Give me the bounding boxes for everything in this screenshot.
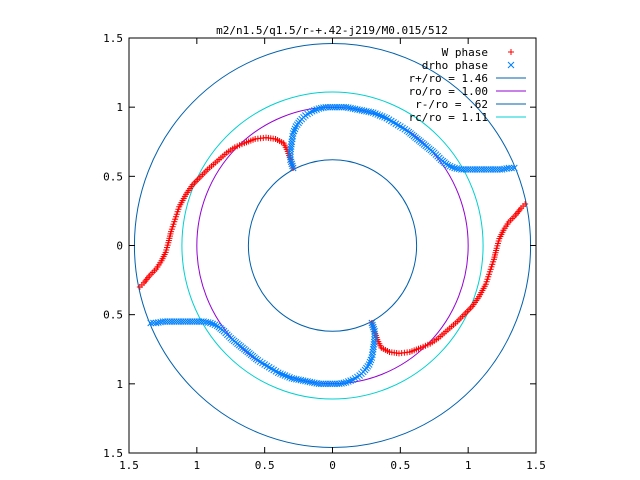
drho-phase-point xyxy=(448,163,456,171)
drho-phase-point xyxy=(287,150,294,158)
drho-phase-point xyxy=(369,109,377,117)
x-tick-label: 0.5 xyxy=(255,459,275,472)
data-points xyxy=(136,103,529,388)
legend-label: ro/ro = 1.00 xyxy=(409,85,488,98)
drho-phase-point xyxy=(277,370,284,378)
drho-phase-point xyxy=(213,322,221,330)
y-tick-label: 0.5 xyxy=(103,309,123,322)
legend-marker-sample xyxy=(508,49,514,55)
legend-marker-sample xyxy=(507,61,515,69)
drho-phase-point xyxy=(289,130,297,137)
drho-phase-point xyxy=(147,319,155,327)
x-tick-label: 1.5 xyxy=(119,459,139,472)
y-tick-label: 1.5 xyxy=(103,447,123,460)
drho-phase-point xyxy=(368,351,376,359)
drho-phase-point xyxy=(374,111,382,118)
drho-phase-point xyxy=(287,153,294,161)
drho-phase-point xyxy=(510,164,518,172)
drho-phase-point xyxy=(378,113,386,120)
drho-phase-point xyxy=(313,106,321,113)
circle-series-4 xyxy=(247,159,418,332)
legend-label: r+/ro = 1.46 xyxy=(409,72,488,85)
drho-phase-point xyxy=(505,164,513,172)
legend-label: drho phase xyxy=(422,59,488,72)
drho-phase-point xyxy=(347,377,354,384)
y-tick-label: 0.5 xyxy=(103,170,123,183)
drho-phase-point xyxy=(283,373,291,380)
drho-phase-point xyxy=(381,113,388,121)
drho-phase-point xyxy=(211,321,219,329)
chart-title: m2/n1.5/q1.5/r-+.42-j219/M0.015/512 xyxy=(216,24,448,37)
drho-phase-point xyxy=(209,320,217,328)
drho-phase-point xyxy=(368,319,376,327)
drho-phase-point xyxy=(367,108,375,116)
drho-phase-point xyxy=(376,112,384,119)
drho-phase-point xyxy=(288,135,296,143)
drho-phase-point xyxy=(291,125,299,133)
drho-phase-point xyxy=(290,127,298,135)
x-tick-label: 1 xyxy=(194,459,201,472)
drho-phase-point xyxy=(286,374,293,381)
drho-phase-point xyxy=(288,374,296,382)
drho-phase-point xyxy=(288,138,296,146)
drho-phase-point xyxy=(369,323,377,331)
drho-phase-point xyxy=(372,110,379,117)
drho-phase-point xyxy=(369,321,376,329)
drho-phase-point xyxy=(369,348,377,356)
x-tick-label: 0.5 xyxy=(390,459,410,472)
drho-phase-point xyxy=(366,358,374,366)
legend-label: r-/ro = .62 xyxy=(415,98,488,111)
drho-phase-point xyxy=(281,372,289,379)
drho-phase-point xyxy=(288,160,296,168)
x-tick-label: 1.5 xyxy=(526,459,546,472)
drho-phase-point xyxy=(289,162,296,170)
drho-phase-point xyxy=(371,333,378,341)
drho-phase-point xyxy=(371,330,378,338)
drho-phase-point xyxy=(289,164,297,172)
y-tick-label: 0 xyxy=(116,240,123,253)
y-tick-label: 1 xyxy=(116,101,123,114)
drho-phase-point xyxy=(371,327,378,335)
legend-label: rc/ro = 1.11 xyxy=(409,111,488,124)
y-tick-label: 1 xyxy=(116,378,123,391)
y-tick-label: 1.5 xyxy=(103,32,123,45)
drho-phase-point xyxy=(367,356,375,364)
drho-phase-point xyxy=(311,107,318,114)
drho-phase-point xyxy=(368,354,376,361)
drho-phase-point xyxy=(369,345,377,353)
drho-phase-point xyxy=(290,375,298,383)
drho-phase-point xyxy=(150,319,157,327)
drho-phase-point xyxy=(279,371,287,378)
drho-phase-point xyxy=(308,107,316,115)
drho-phase-point xyxy=(508,164,515,172)
x-tick-label: 1 xyxy=(465,459,472,472)
drho-phase-point xyxy=(344,378,352,385)
drho-phase-point xyxy=(152,319,160,327)
drho-phase-point xyxy=(446,162,454,170)
drho-phase-point xyxy=(287,156,294,164)
x-tick-label: 0 xyxy=(329,459,336,472)
circle-series-5 xyxy=(181,91,484,400)
axis-ticks: 1.5 1 0.5 0 0.5 1 1.51.510.500.511.5 xyxy=(103,32,546,472)
drho-phase-point xyxy=(289,132,297,140)
legend-label: W phase xyxy=(442,46,488,59)
drho-phase-point xyxy=(349,376,357,384)
drho-phase-point xyxy=(444,161,452,169)
